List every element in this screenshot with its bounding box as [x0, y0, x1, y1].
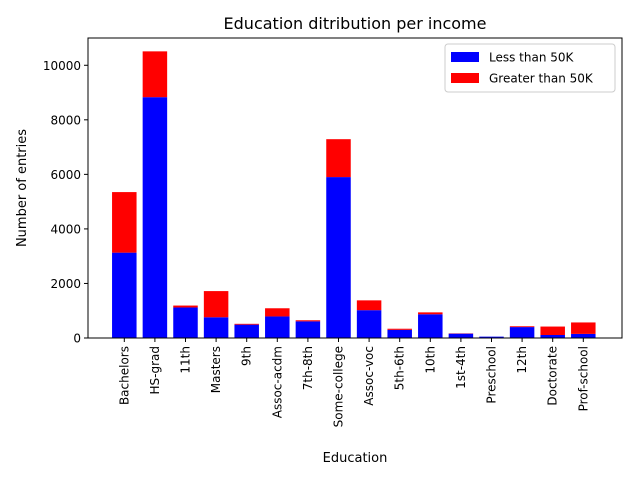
x-tick-label: 1st-4th [454, 346, 468, 389]
bar-less-than-50k [479, 336, 504, 338]
legend-swatch [451, 73, 479, 83]
chart-title: Education ditribution per income [224, 14, 487, 33]
bar-greater-than-50k [571, 322, 596, 334]
y-axis-label: Number of entries [15, 129, 30, 247]
legend-box [444, 43, 616, 93]
legend: Less than 50K Greater than 50K [444, 43, 616, 93]
bar-less-than-50k [540, 335, 565, 338]
bar-greater-than-50k [203, 291, 229, 318]
y-tick-label: 0 [73, 332, 81, 346]
bars [112, 51, 596, 339]
plot-frame [87, 37, 623, 339]
x-tick-label: 11th [179, 346, 193, 374]
bar-less-than-50k [387, 329, 412, 338]
x-axis: Bachelors HS-grad 11th Masters 9th Assoc-acdm… [117, 338, 590, 427]
x-tick-label: 12th [515, 346, 529, 374]
bar-greater-than-50k [112, 192, 137, 253]
x-tick-label: 10th [423, 346, 437, 374]
bar-greater-than-50k [265, 308, 290, 317]
bar-less-than-50k [295, 321, 321, 338]
bar-greater-than-50k [509, 326, 535, 328]
bar-less-than-50k [112, 252, 137, 338]
x-tick-label: 9th [240, 346, 254, 366]
legend-label: Less than 50K [489, 51, 575, 65]
bar-greater-than-50k [173, 305, 198, 308]
y-tick-label: 8000 [50, 113, 81, 127]
bar-less-than-50k [265, 316, 290, 338]
x-tick-label: 5th-6th [393, 346, 407, 390]
bar-less-than-50k [448, 333, 474, 338]
bar-greater-than-50k [356, 300, 382, 311]
bar-greater-than-50k [540, 326, 565, 335]
y-axis: 0 2000 4000 6000 8000 10000 [43, 59, 88, 346]
bar-less-than-50k [571, 333, 596, 338]
x-tick-label: Some-college [332, 346, 346, 427]
bar-greater-than-50k [142, 51, 168, 98]
bar-greater-than-50k [326, 139, 351, 178]
x-tick-label: Assoc-voc [362, 346, 376, 406]
x-axis-label: Education [323, 451, 388, 466]
x-tick-label: Doctorate [546, 346, 560, 406]
bar-less-than-50k [173, 307, 198, 338]
bar-greater-than-50k [295, 320, 321, 322]
bar-less-than-50k [356, 310, 382, 338]
bar-less-than-50k [418, 314, 443, 338]
x-tick-label: Prof-school [576, 346, 590, 411]
x-tick-label: Assoc-acdm [270, 346, 284, 418]
bar-less-than-50k [203, 317, 229, 338]
bar-less-than-50k [509, 327, 535, 338]
y-tick-label: 6000 [50, 168, 81, 182]
x-tick-label: HS-grad [148, 346, 162, 395]
bar-less-than-50k [234, 324, 259, 338]
x-tick-label: Bachelors [117, 346, 131, 405]
bar-greater-than-50k [387, 328, 412, 330]
bar-greater-than-50k [418, 312, 443, 315]
y-tick-label: 2000 [50, 277, 81, 291]
bar-greater-than-50k [234, 323, 259, 325]
y-tick-label: 10000 [43, 59, 81, 73]
x-tick-label: Masters [209, 346, 223, 393]
legend-label: Greater than 50K [489, 72, 594, 86]
bar-less-than-50k [142, 97, 168, 339]
x-tick-label: Preschool [485, 346, 499, 404]
y-tick-label: 4000 [50, 222, 81, 236]
x-tick-label: 7th-8th [301, 346, 315, 390]
bar-less-than-50k [326, 177, 351, 338]
legend-swatch [451, 52, 479, 62]
